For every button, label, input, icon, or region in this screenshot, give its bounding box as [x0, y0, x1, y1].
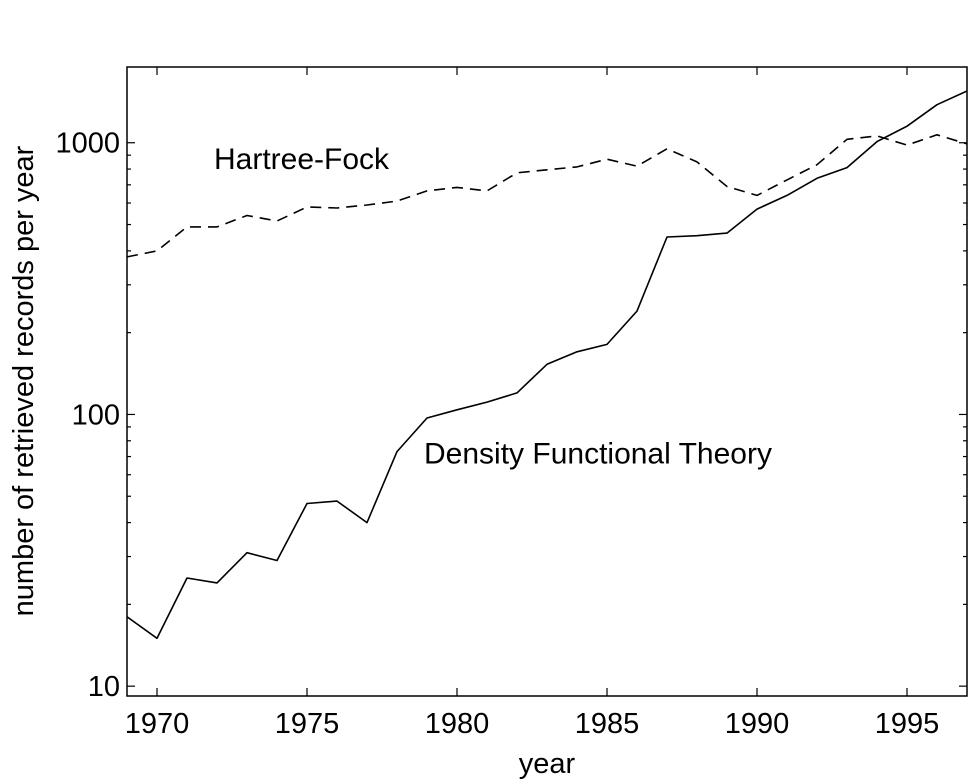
- series-label-0: Hartree-Fock: [214, 143, 390, 176]
- series-line-0: [126, 134, 968, 258]
- y-axis: 10 100 1000: [55, 128, 967, 703]
- x-tick-label: 1980: [425, 708, 490, 740]
- plot-frame: [126, 66, 968, 697]
- x-tick-label: 1975: [275, 708, 340, 740]
- x-tick-label: 1995: [875, 708, 940, 740]
- x-axis: 1970 1975 1980 1985 1990 1995: [125, 67, 940, 740]
- x-tick-label: 1990: [725, 708, 790, 740]
- series-layer: Hartree-Fock Density Functional Theory: [126, 90, 968, 640]
- y-tick-label: 100: [72, 399, 120, 431]
- y-axis-label: number of retrieved records per year: [8, 145, 40, 616]
- series-line-1: [126, 90, 968, 640]
- series-label-1: Density Functional Theory: [424, 437, 772, 470]
- x-tick-label: 1970: [125, 708, 190, 740]
- y-tick-label: 10: [88, 671, 120, 703]
- x-tick-label: 1985: [575, 708, 640, 740]
- x-axis-label: year: [519, 748, 576, 780]
- y-tick-label: 1000: [55, 128, 120, 160]
